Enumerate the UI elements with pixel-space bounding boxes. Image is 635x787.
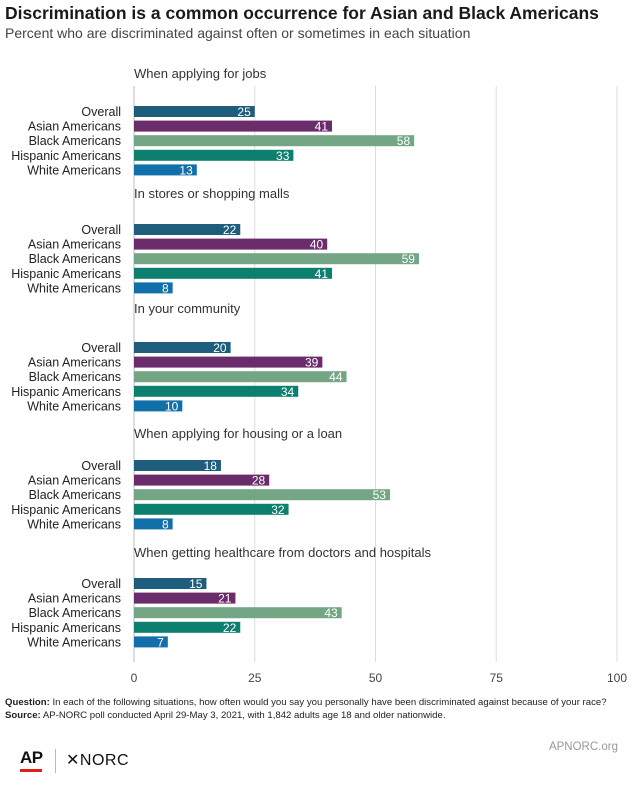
category-label: Asian Americans xyxy=(28,592,121,606)
data-label: 32 xyxy=(271,503,285,517)
bar xyxy=(134,489,390,501)
bar xyxy=(134,224,241,235)
group-title: In your community xyxy=(134,301,241,316)
data-label: 44 xyxy=(329,370,343,384)
bar xyxy=(134,371,347,383)
chart-subtitle: Percent who are discriminated against of… xyxy=(5,25,471,41)
x-tick-label: 50 xyxy=(369,671,383,685)
category-label: White Americans xyxy=(27,635,121,649)
bar xyxy=(134,342,231,353)
bar xyxy=(134,356,323,368)
bar xyxy=(134,621,241,633)
data-label: 21 xyxy=(218,592,232,606)
bar xyxy=(134,282,173,294)
group-title: In stores or shopping malls xyxy=(134,186,290,201)
category-label: Black Americans xyxy=(29,606,121,620)
bar xyxy=(134,474,270,486)
data-label: 34 xyxy=(281,385,295,399)
category-label: Black Americans xyxy=(29,134,121,148)
data-label: 58 xyxy=(397,134,411,148)
question-note: Question: In each of the following situa… xyxy=(5,697,607,708)
bar xyxy=(134,106,255,117)
data-label: 22 xyxy=(223,223,237,237)
category-label: Black Americans xyxy=(29,488,121,502)
data-label: 18 xyxy=(204,459,218,473)
category-label: Overall xyxy=(81,341,121,355)
data-label: 10 xyxy=(165,399,179,413)
bar xyxy=(134,518,173,530)
group-title: When getting healthcare from doctors and… xyxy=(134,545,432,560)
category-label: Hispanic Americans xyxy=(11,503,121,517)
bar xyxy=(134,607,342,619)
x-tick-label: 25 xyxy=(248,671,262,685)
category-label: Hispanic Americans xyxy=(11,385,121,399)
category-label: White Americans xyxy=(27,399,121,413)
bar xyxy=(134,503,289,515)
source-label: Source: xyxy=(5,710,41,721)
category-label: White Americans xyxy=(27,281,121,295)
question-text: In each of the following situations, how… xyxy=(49,697,607,708)
data-label: 41 xyxy=(315,267,329,281)
source-text: AP-NORC poll conducted April 29-May 3, 2… xyxy=(40,710,446,721)
bar xyxy=(134,592,236,604)
question-label: Question: xyxy=(5,697,50,708)
bar xyxy=(134,149,294,161)
data-label: 53 xyxy=(373,488,387,502)
data-label: 40 xyxy=(310,238,324,252)
x-tick-label: 75 xyxy=(490,671,504,685)
x-tick-label: 0 xyxy=(131,671,138,685)
data-label: 59 xyxy=(402,252,416,266)
data-label: 33 xyxy=(276,149,290,163)
data-label: 8 xyxy=(162,281,169,295)
category-label: Hispanic Americans xyxy=(11,149,121,163)
category-label: Asian Americans xyxy=(28,356,121,370)
data-label: 7 xyxy=(157,635,164,649)
bar xyxy=(134,238,328,250)
group-title: When applying for housing or a loan xyxy=(134,426,342,441)
category-label: Asian Americans xyxy=(28,474,121,488)
data-label: 20 xyxy=(213,341,227,355)
bar xyxy=(134,636,168,648)
logo-divider xyxy=(55,749,56,773)
category-label: Asian Americans xyxy=(28,120,121,134)
category-label: Black Americans xyxy=(29,370,121,384)
category-label: White Americans xyxy=(27,517,121,531)
data-label: 43 xyxy=(324,606,338,620)
category-label: Overall xyxy=(81,577,121,591)
chart-title: Discrimination is a common occurrence fo… xyxy=(5,3,599,23)
data-label: 13 xyxy=(179,163,193,177)
footer-url: APNORC.org xyxy=(548,741,618,753)
norc-logo: ✕NORC xyxy=(66,752,130,769)
category-label: Hispanic Americans xyxy=(11,267,121,281)
x-tick-label: 100 xyxy=(607,671,627,685)
group-title: When applying for jobs xyxy=(134,66,267,81)
data-label: 41 xyxy=(315,120,329,134)
bar xyxy=(134,135,415,147)
bar xyxy=(134,460,221,471)
data-label: 39 xyxy=(305,356,319,370)
bar xyxy=(134,385,299,397)
data-label: 28 xyxy=(252,474,266,488)
ap-logo: AP xyxy=(20,748,43,767)
data-label: 25 xyxy=(237,105,251,119)
category-label: Overall xyxy=(81,223,121,237)
bar xyxy=(134,578,207,589)
data-label: 8 xyxy=(162,517,169,531)
data-label: 22 xyxy=(223,621,237,635)
source-note: Source: AP-NORC poll conducted April 29-… xyxy=(5,710,446,721)
category-label: Asian Americans xyxy=(28,238,121,252)
bar xyxy=(134,253,419,265)
bar xyxy=(134,400,183,412)
category-label: Overall xyxy=(81,105,121,119)
bar xyxy=(134,164,197,176)
bar-chart: 0 25 50 75 100 When applying for jobs Overall 2… xyxy=(11,66,627,685)
data-label: 15 xyxy=(189,577,203,591)
category-label: Overall xyxy=(81,459,121,473)
category-label: Black Americans xyxy=(29,252,121,266)
category-label: White Americans xyxy=(27,163,121,177)
ap-logo-underline xyxy=(20,769,42,772)
bar xyxy=(134,120,333,132)
bar xyxy=(134,267,333,279)
category-label: Hispanic Americans xyxy=(11,621,121,635)
